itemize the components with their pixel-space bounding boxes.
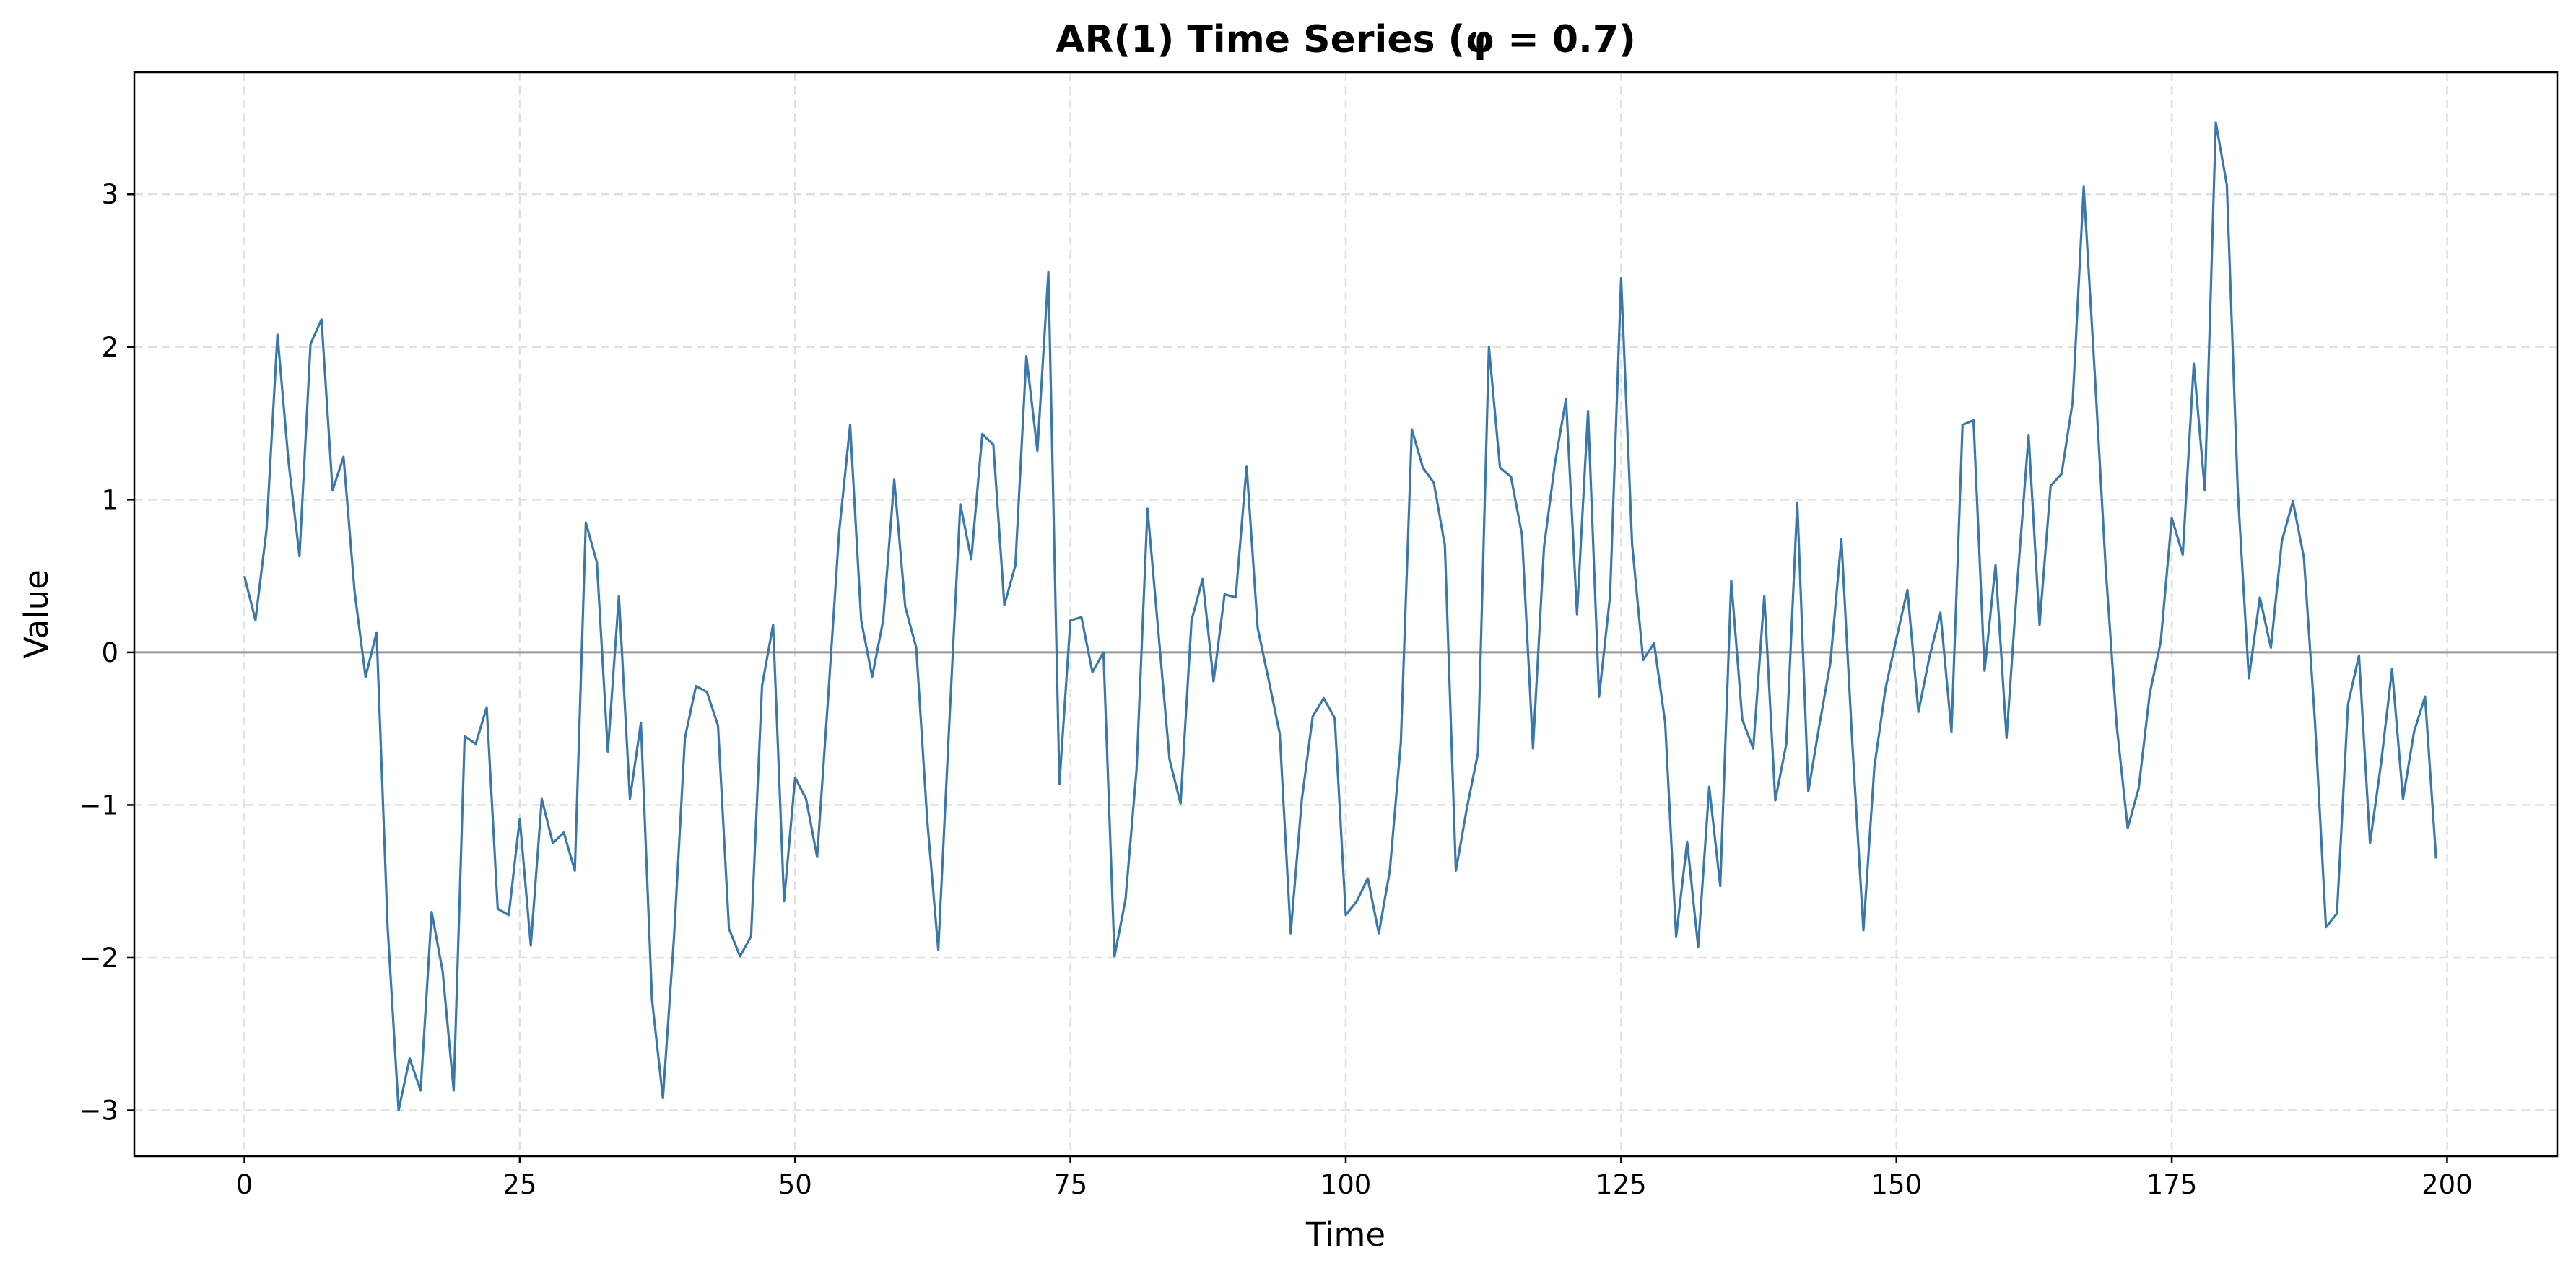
x-tick-label: 200 [2421, 1169, 2473, 1200]
x-tick-label: 25 [502, 1169, 536, 1200]
chart-title: AR(1) Time Series (φ = 0.7) [1056, 18, 1636, 61]
y-tick-label: 0 [101, 637, 118, 668]
x-tick-label: 0 [236, 1169, 253, 1200]
x-tick-label: 100 [1320, 1169, 1372, 1200]
y-tick-label: −2 [79, 943, 118, 974]
x-axis-label: Time [1305, 1215, 1385, 1254]
y-axis: −3 −2 −1 0 1 2 3 [79, 179, 134, 1127]
y-tick-label: 3 [101, 179, 118, 210]
series-line [243, 121, 2437, 1112]
y-tick-label: −3 [79, 1096, 118, 1127]
x-tick-label: 150 [1871, 1169, 1922, 1200]
x-tick-label: 50 [778, 1169, 812, 1200]
y-tick-label: 1 [101, 484, 118, 515]
y-tick-label: 2 [101, 332, 118, 363]
x-tick-label: 125 [1596, 1169, 1647, 1200]
y-tick-label: −1 [79, 790, 118, 821]
x-axis: 0 25 50 75 100 125 150 175 200 [236, 1156, 2473, 1200]
y-axis-label: Value [17, 569, 56, 659]
x-tick-label: 175 [2146, 1169, 2198, 1200]
x-tick-label: 75 [1053, 1169, 1087, 1200]
